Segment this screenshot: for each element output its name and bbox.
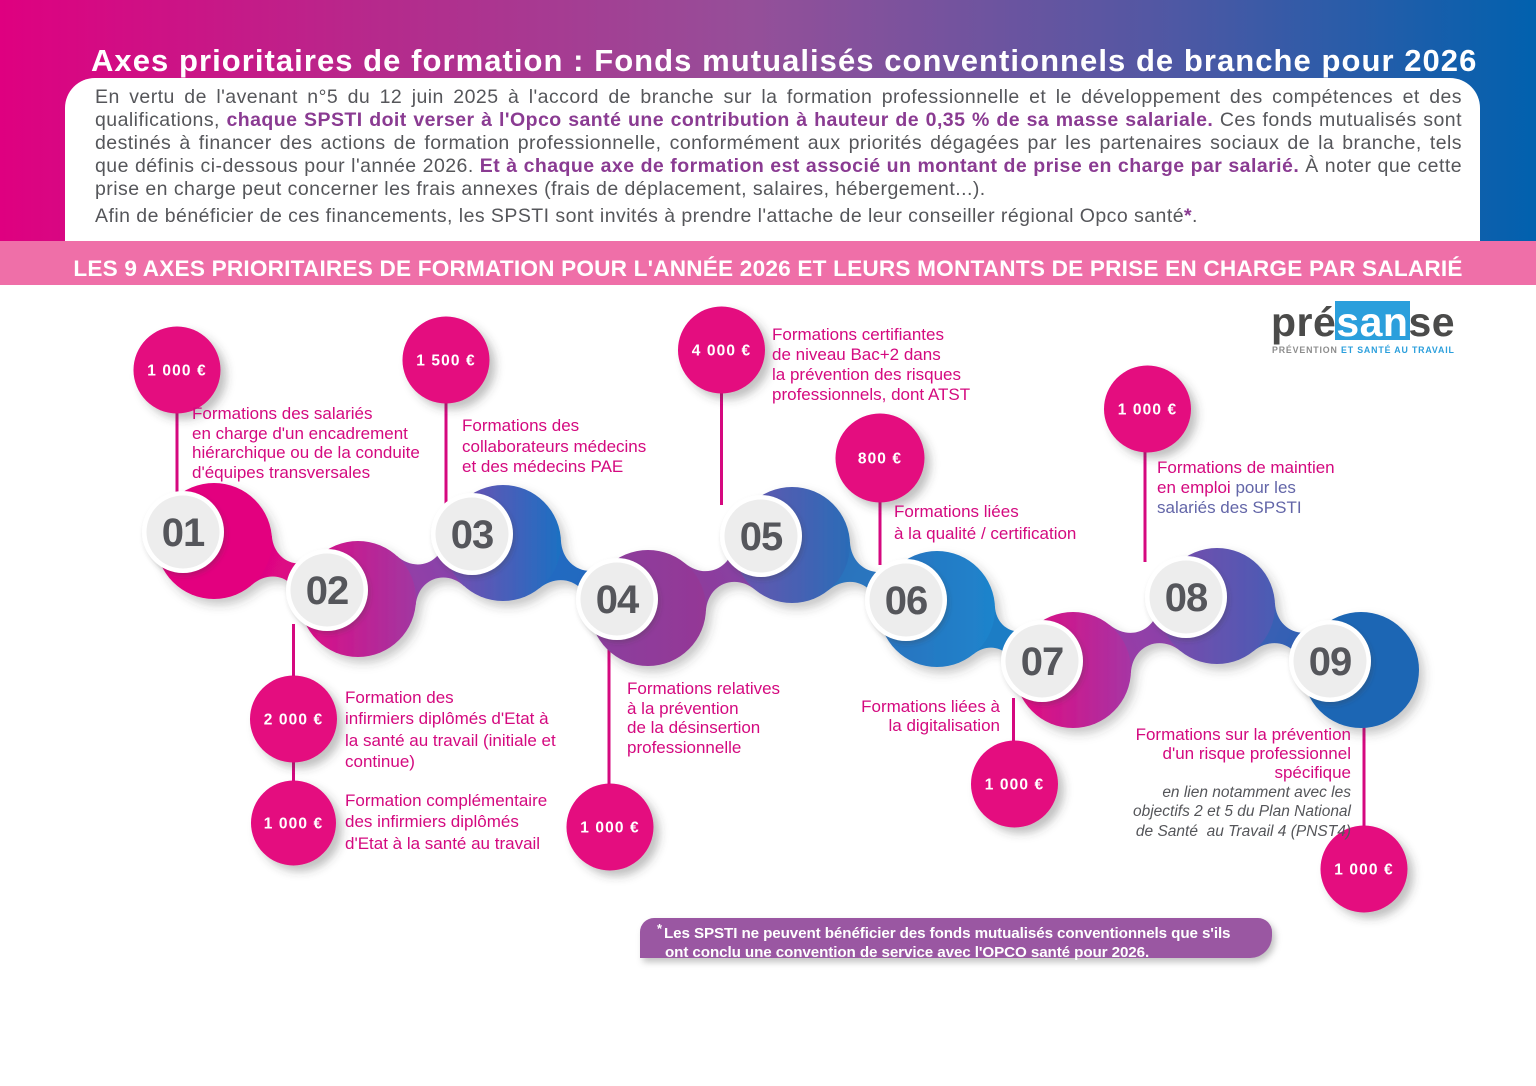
svg-text:1 000 €: 1 000 €	[580, 820, 639, 837]
svg-text:1 000 €: 1 000 €	[1118, 402, 1177, 419]
svg-text:800 €: 800 €	[858, 451, 902, 468]
svg-text:02: 02	[306, 569, 349, 613]
svg-text:2 000 €: 2 000 €	[264, 712, 323, 729]
svg-text:1 000 €: 1 000 €	[147, 363, 206, 380]
svg-text:1 000 €: 1 000 €	[264, 816, 323, 833]
svg-text:1 000 €: 1 000 €	[1334, 862, 1393, 879]
svg-text:05: 05	[740, 515, 783, 559]
svg-text:04: 04	[596, 578, 640, 622]
svg-text:01: 01	[162, 511, 205, 555]
svg-text:4 000 €: 4 000 €	[692, 343, 751, 360]
svg-text:06: 06	[885, 579, 928, 623]
svg-text:08: 08	[1165, 576, 1208, 620]
svg-text:1 500 €: 1 500 €	[416, 353, 475, 370]
svg-text:1 000 €: 1 000 €	[985, 777, 1044, 794]
svg-text:03: 03	[451, 513, 494, 557]
svg-text:07: 07	[1021, 640, 1064, 684]
svg-text:09: 09	[1309, 640, 1352, 684]
